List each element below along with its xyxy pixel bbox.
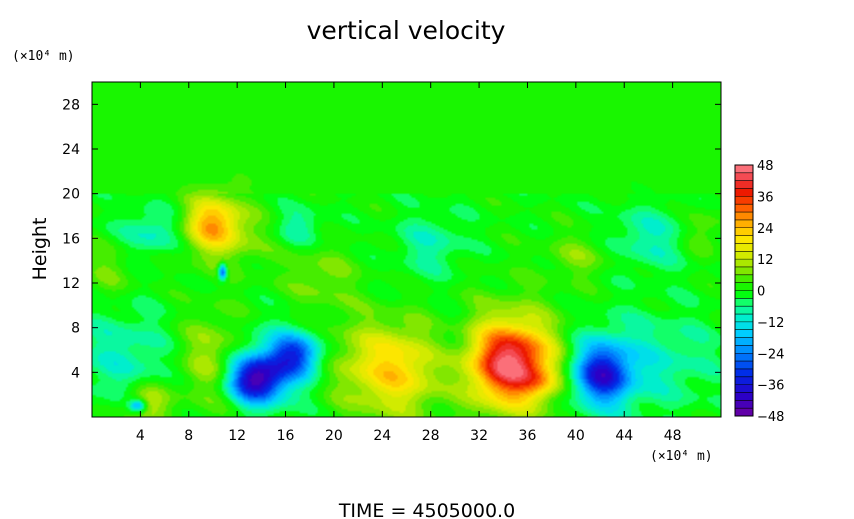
colorbar [734,164,754,417]
colorbar-band [735,384,753,393]
x-tick-label: 16 [277,428,295,444]
y-unit-label: (×10⁴ m) [12,49,75,64]
colorbar-band [735,376,753,385]
colorbar-tick-label: 36 [757,190,774,205]
colorbar-band [735,400,753,409]
y-tick-label: 16 [62,231,80,247]
colorbar-band [735,235,753,244]
chart-title: vertical velocity [307,16,506,45]
colorbar-band [735,314,753,323]
colorbar-band [735,282,753,291]
x-tick-label: 32 [470,428,488,444]
colorbar-band [735,196,753,205]
colorbar-band [735,361,753,370]
colorbar-band [735,274,753,283]
colorbar-band [735,298,753,307]
colorbar-band [735,212,753,221]
colorbar-frame [734,164,754,417]
colorbar-band [735,321,753,331]
colorbar-tick-label: −48 [757,410,784,425]
plot-frame [91,81,722,418]
colorbar-band [735,266,753,276]
y-tick-label: 20 [62,187,80,203]
x-unit-label: (×10⁴ m) [650,449,713,464]
colorbar-tick-label: −36 [757,379,784,394]
y-axis-ticks: 4 8 12 16 20 24 28 [62,97,721,381]
colorbar-tick-label: −12 [757,316,784,331]
y-tick-label: 4 [71,365,80,381]
x-tick-label: 48 [664,428,682,444]
colorbar-band [735,392,753,401]
y-tick-label: 8 [71,321,80,337]
colorbar-band [735,290,753,299]
colorbar-tick-label: 48 [757,159,774,174]
x-tick-label: 20 [325,428,343,444]
colorbar-band [735,259,753,268]
x-tick-label: 8 [184,428,193,444]
x-tick-label: 24 [373,428,391,444]
colorbar-band [735,329,753,338]
colorbar-band [735,251,753,260]
y-tick-label: 28 [62,97,80,113]
colorbar-band [735,204,753,213]
colorbar-tick-label: 0 [757,285,765,300]
y-axis-label: Height [29,218,51,281]
velocity-field [92,82,721,417]
colorbar-band [735,243,753,252]
colorbar-band [735,337,753,346]
colorbar-band [735,227,753,236]
colorbar-tick-label: 12 [757,253,774,268]
colorbar-band [735,172,753,181]
plot-area [91,81,722,418]
colorbar-band [735,180,753,189]
colorbar-band [735,165,753,174]
x-tick-label: 44 [615,428,633,444]
colorbar-band [735,188,753,197]
colorbar-band [735,345,753,354]
colorbar-tick-label: −24 [757,347,784,362]
colorbar-band [735,219,753,229]
colorbar-band [735,408,753,417]
x-tick-label: 12 [228,428,246,444]
x-axis-ticks: 4 8 12 16 20 24 28 32 36 40 44 48 [136,82,682,444]
x-tick-label: 4 [136,428,145,444]
colorbar-band [735,368,753,378]
time-footer: TIME = 4505000.0 [338,500,515,519]
colorbar-band [735,353,753,362]
colorbar-band [735,306,753,315]
y-tick-label: 12 [62,276,80,292]
x-tick-label: 40 [567,428,585,444]
x-tick-label: 28 [422,428,440,444]
colorbar-tick-label: 24 [757,222,774,237]
x-tick-label: 36 [519,428,537,444]
y-tick-label: 24 [62,142,80,158]
colorbar-labels: 48 36 24 12 0 −12 −24 −36 −48 [757,159,784,425]
